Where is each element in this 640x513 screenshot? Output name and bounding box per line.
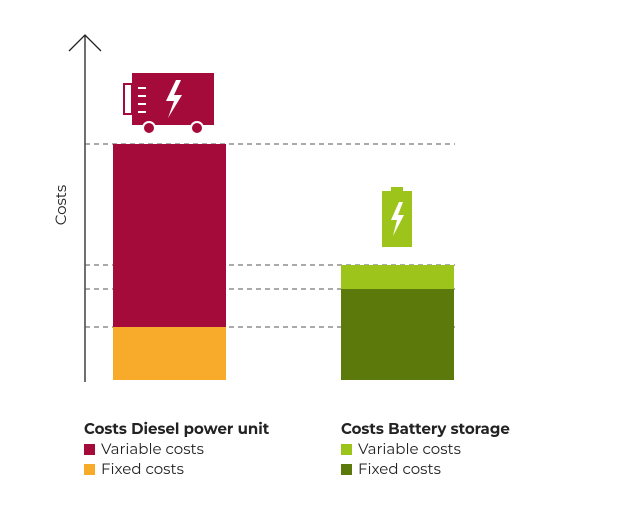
- battery-icon: [382, 187, 412, 247]
- legend-swatch: [84, 464, 95, 475]
- generator-icon: [123, 73, 214, 135]
- legend-label: Variable costs: [358, 439, 461, 458]
- legend-swatch: [341, 464, 352, 475]
- bar-segment: [113, 327, 226, 380]
- y-axis-label: Costs: [51, 185, 70, 225]
- legend-title: Costs Battery storage: [341, 419, 510, 438]
- axis: [68, 34, 102, 382]
- legend-swatch: [341, 444, 352, 455]
- legend-label: Variable costs: [101, 439, 204, 458]
- legend-swatch: [84, 444, 95, 455]
- legend-title: Costs Diesel power unit: [84, 419, 270, 438]
- bar-segment: [113, 144, 226, 327]
- bar-segment: [341, 289, 454, 380]
- bar-segment: [341, 265, 454, 289]
- legend-label: Fixed costs: [101, 459, 184, 478]
- legend-label: Fixed costs: [358, 459, 441, 478]
